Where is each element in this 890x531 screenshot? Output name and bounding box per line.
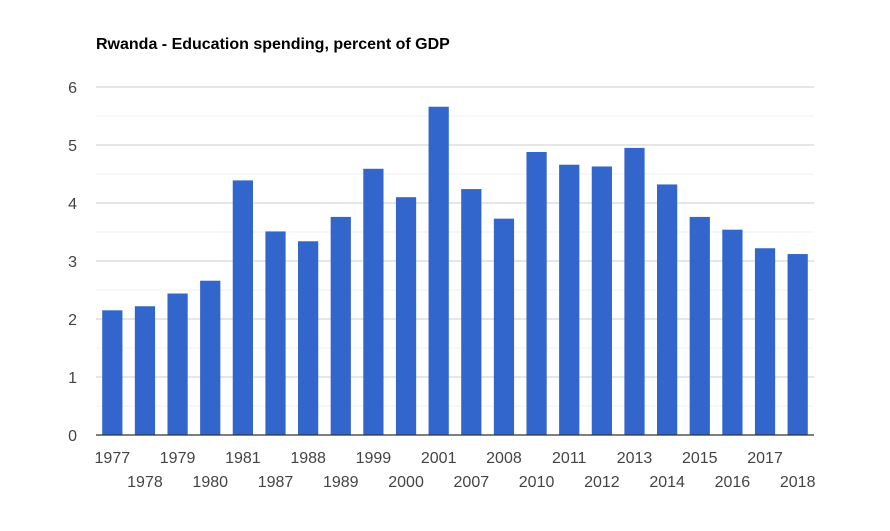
bar — [265, 231, 286, 435]
bar — [787, 254, 808, 435]
bar — [298, 241, 319, 435]
bar — [395, 197, 417, 435]
x-tick-label: 1978 — [127, 474, 163, 491]
bar — [624, 147, 645, 435]
x-tick-label: 2015 — [682, 450, 718, 467]
y-tick-label: 5 — [68, 138, 77, 155]
chart-title: Rwanda - Education spending, percent of … — [96, 36, 450, 53]
bar — [363, 168, 384, 435]
x-tick-label: 2007 — [454, 474, 490, 491]
y-tick-label: 0 — [68, 428, 77, 445]
y-tick-label: 1 — [68, 370, 77, 387]
x-tick-label: 2011 — [552, 450, 587, 467]
x-tick-label: 1999 — [356, 450, 392, 467]
bar — [689, 216, 710, 435]
bar — [722, 229, 743, 435]
bar — [330, 216, 351, 435]
x-tick-label: 1989 — [323, 474, 359, 491]
bar — [200, 280, 221, 435]
bar — [461, 189, 482, 435]
bar — [134, 306, 156, 435]
bar — [167, 293, 188, 435]
x-tick-label: 2012 — [584, 474, 620, 491]
x-tick-label: 1981 — [225, 450, 261, 467]
x-tick-label: 2016 — [715, 474, 751, 491]
x-tick-label: 1977 — [95, 450, 131, 467]
bar — [102, 310, 123, 435]
bar — [559, 164, 580, 435]
x-tick-label: 2013 — [617, 450, 653, 467]
x-tick-label: 2001 — [421, 450, 457, 467]
bar — [428, 106, 449, 435]
bar — [526, 151, 547, 435]
bar — [591, 166, 612, 435]
x-tick-label: 1987 — [258, 474, 294, 491]
x-tick-label: 2000 — [388, 474, 424, 491]
x-tick-label: 2014 — [649, 474, 685, 491]
bar — [657, 184, 678, 435]
y-tick-label: 3 — [68, 254, 77, 271]
bar — [232, 180, 253, 435]
bar — [754, 248, 776, 435]
bar — [493, 218, 515, 435]
y-tick-label: 2 — [68, 312, 77, 329]
y-tick-label: 4 — [68, 196, 77, 213]
x-tick-label: 1979 — [160, 450, 196, 467]
x-tick-label: 2010 — [519, 474, 555, 491]
x-tick-label: 2018 — [780, 474, 816, 491]
y-tick-label: 6 — [68, 80, 77, 97]
x-tick-label: 2008 — [486, 450, 522, 467]
x-tick-label: 1980 — [192, 474, 228, 491]
x-tick-label: 2017 — [747, 450, 783, 467]
x-tick-label: 1988 — [290, 450, 326, 467]
